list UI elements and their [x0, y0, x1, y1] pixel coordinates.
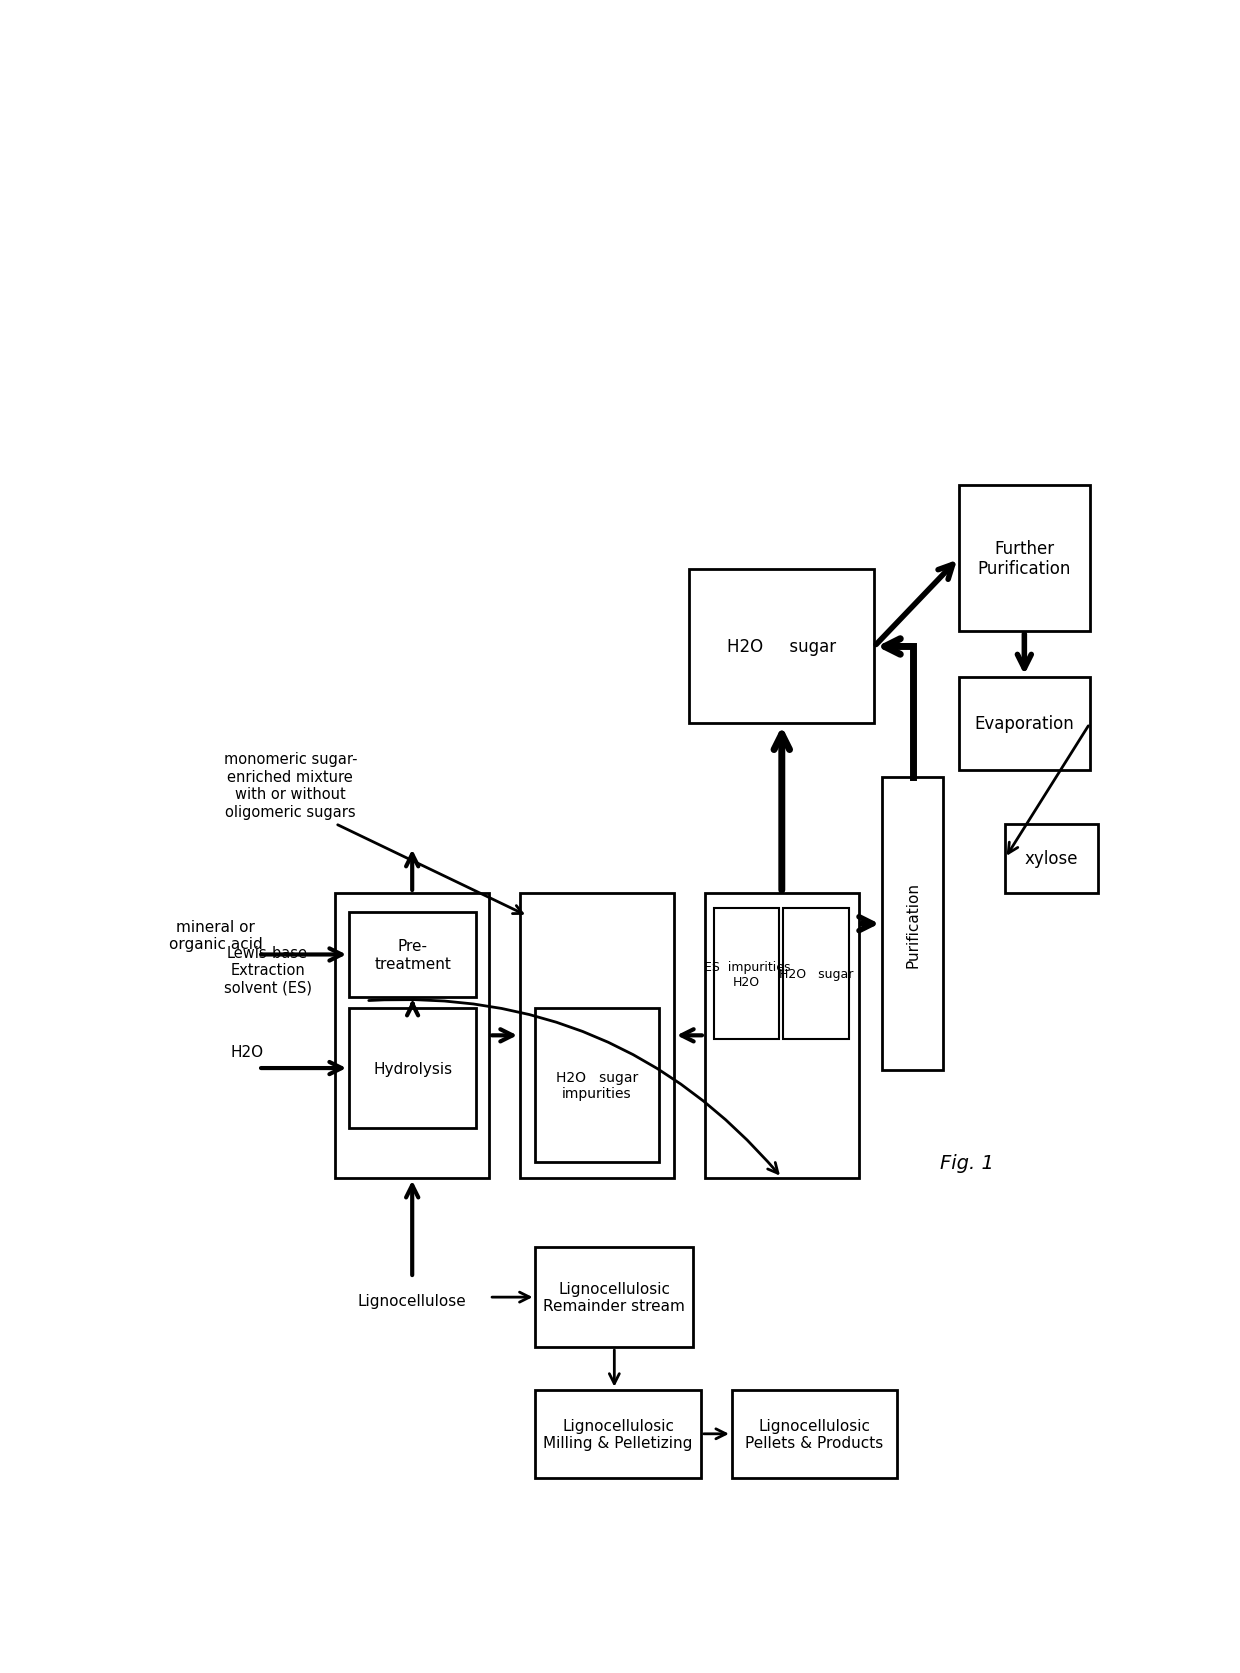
Text: H2O   sugar: H2O sugar [779, 967, 853, 980]
Text: Purification: Purification [905, 882, 920, 967]
Text: Lignocellulosic
Pellets & Products: Lignocellulosic Pellets & Products [745, 1417, 884, 1450]
Bar [732, 1390, 898, 1479]
Text: monomeric sugar-
enriched mixture
with or without
oligomeric sugars: monomeric sugar- enriched mixture with o… [223, 753, 357, 820]
Bar [536, 1390, 701, 1479]
Bar [959, 485, 1090, 632]
Text: Lignocellulose: Lignocellulose [358, 1293, 466, 1308]
Text: mineral or
organic acid: mineral or organic acid [169, 920, 263, 952]
Text: H2O     sugar: H2O sugar [727, 637, 836, 656]
Bar [335, 893, 490, 1178]
Text: Lignocellulosic
Milling & Pelletizing: Lignocellulosic Milling & Pelletizing [543, 1417, 693, 1450]
Text: Further
Purification: Further Purification [977, 539, 1071, 577]
Bar [784, 908, 849, 1039]
Bar [350, 912, 476, 997]
Text: Evaporation: Evaporation [975, 714, 1074, 733]
Bar [882, 778, 944, 1071]
Text: Fig. 1: Fig. 1 [940, 1153, 993, 1173]
Text: Pre-
treatment: Pre- treatment [374, 939, 451, 970]
Bar [350, 1009, 476, 1128]
Text: H2O   sugar
impurities: H2O sugar impurities [556, 1071, 639, 1101]
Bar [704, 893, 859, 1178]
Text: xylose: xylose [1024, 850, 1078, 868]
Text: Lewis-base
Extraction
solvent (ES): Lewis-base Extraction solvent (ES) [223, 945, 311, 995]
Bar [1006, 825, 1097, 893]
Bar [689, 570, 874, 724]
Text: ES  impurities
H2O: ES impurities H2O [703, 960, 790, 989]
Bar [536, 1248, 693, 1347]
Bar [714, 908, 780, 1039]
Text: Lignocellulosic
Remainder stream: Lignocellulosic Remainder stream [543, 1282, 686, 1313]
Text: Hydrolysis: Hydrolysis [373, 1061, 453, 1076]
Bar [536, 1009, 658, 1163]
Text: H2O: H2O [231, 1044, 263, 1059]
Bar [520, 893, 675, 1178]
Bar [959, 678, 1090, 770]
